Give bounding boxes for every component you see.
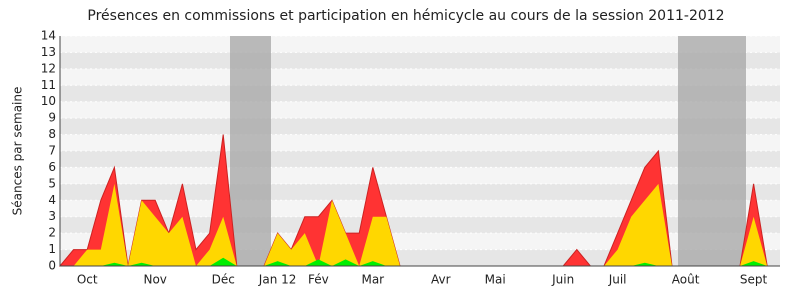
grid-band xyxy=(60,151,780,168)
grid-band xyxy=(60,68,780,86)
x-tick-label: Juin xyxy=(551,273,574,287)
x-tick-label: Avr xyxy=(431,273,451,287)
y-axis-label: Séances par semaine xyxy=(11,87,25,216)
y-tick-label: 11 xyxy=(41,78,56,92)
chart-title: Présences en commissions et participatio… xyxy=(87,8,724,24)
grid-band xyxy=(60,134,780,151)
x-tick-label: Déc xyxy=(212,273,235,287)
y-tick-label: 9 xyxy=(48,111,56,125)
grid-band xyxy=(60,200,780,217)
y-tick-label: 1 xyxy=(48,242,56,256)
grid-band xyxy=(60,183,780,201)
grid-band xyxy=(60,36,780,53)
y-tick-label: 8 xyxy=(48,127,56,141)
grid-band xyxy=(60,85,780,102)
area xyxy=(60,183,768,266)
x-tick-label: Nov xyxy=(143,273,166,287)
x-tick-label: Oct xyxy=(77,273,98,287)
y-tick-label: 3 xyxy=(48,209,56,223)
x-tick-label: Mai xyxy=(485,273,506,287)
y-tick-label: 13 xyxy=(41,45,56,59)
x-tick-label: Mar xyxy=(361,273,384,287)
y-tick-label: 12 xyxy=(41,61,56,75)
holiday-band xyxy=(678,36,746,266)
grid-band xyxy=(60,167,780,184)
x-tick-label: Août xyxy=(672,273,700,287)
y-tick-label: 0 xyxy=(48,259,56,273)
grid-band xyxy=(60,101,780,119)
y-tick-label: 4 xyxy=(48,193,56,207)
holiday-band xyxy=(230,36,271,266)
y-tick-label: 2 xyxy=(48,226,56,240)
grid-band xyxy=(60,118,780,135)
x-tick-label: Sept xyxy=(740,273,768,287)
grid-band xyxy=(60,52,780,69)
y-tick-label: 5 xyxy=(48,176,56,190)
y-tick-label: 10 xyxy=(41,94,56,108)
x-tick-label: Fév xyxy=(308,273,329,287)
y-tick-label: 7 xyxy=(48,144,56,158)
y-tick-label: 6 xyxy=(48,160,56,174)
y-tick-label: 14 xyxy=(41,29,56,43)
x-tick-label: Jan 12 xyxy=(258,273,297,287)
x-tick-label: Juil xyxy=(608,273,627,287)
